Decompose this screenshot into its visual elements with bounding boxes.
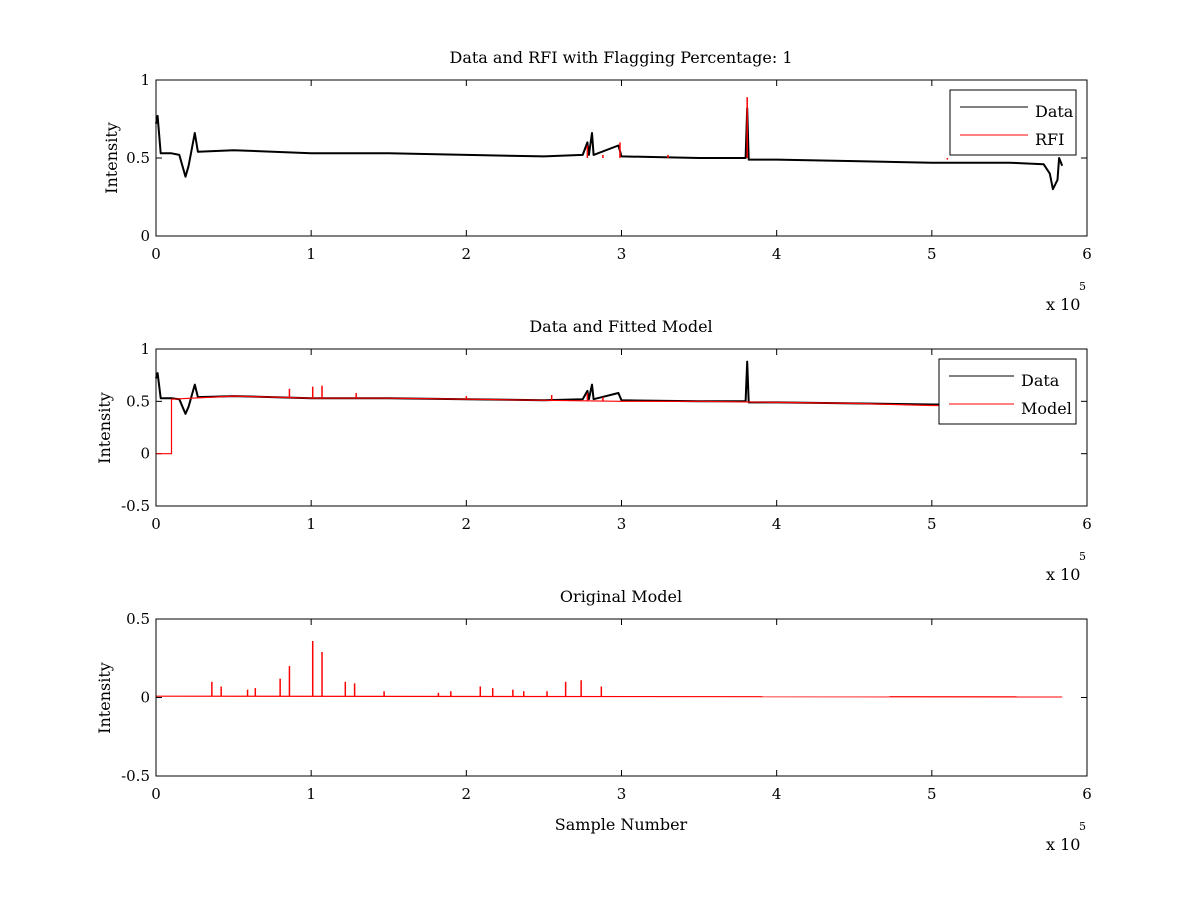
- legend: Data RFI: [949, 89, 1077, 156]
- axes-box: [155, 618, 1088, 777]
- series-layer: [155, 360, 948, 455]
- series-data-line: [155, 107, 1064, 191]
- series-layer: [155, 97, 1064, 191]
- axis-ticks: 0 1 2 3 4 5 6-0.500.5: [121, 610, 1092, 803]
- y-axis-label: Intensity: [95, 392, 114, 464]
- x-tick-label: 3: [617, 515, 627, 533]
- x-tick-label: 4: [772, 245, 782, 263]
- legend-label-data: Data: [1035, 102, 1074, 121]
- y-tick-label: 1: [140, 71, 150, 89]
- x-tick-label: 0: [151, 515, 161, 533]
- x-multiplier-exponent: 5: [1079, 550, 1086, 563]
- x-tick-label: 0: [151, 245, 161, 263]
- legend-label-model: Model: [1021, 399, 1072, 418]
- x-multiplier-exponent: 5: [1079, 280, 1086, 293]
- axes-box: [155, 348, 1088, 507]
- panel-original-model: Original Model Intensity Sample Number x…: [95, 587, 1092, 854]
- x-tick-label: 2: [462, 245, 472, 263]
- y-tick-label: 0.5: [126, 149, 150, 167]
- x-multiplier-exponent: 5: [1079, 820, 1086, 833]
- panel-title: Original Model: [560, 587, 682, 606]
- panel-title: Data and RFI with Flagging Percentage: 1: [449, 48, 792, 67]
- x-axis-label: Sample Number: [555, 815, 688, 834]
- legend: Data Model: [938, 358, 1077, 425]
- x-multiplier-base: x 10: [1046, 295, 1080, 314]
- y-tick-label: 0.5: [126, 610, 150, 628]
- y-tick-label: 1: [140, 340, 150, 358]
- x-tick-label: 5: [927, 245, 937, 263]
- y-tick-label: 0: [140, 227, 150, 245]
- y-tick-label: -0.5: [121, 497, 150, 515]
- legend-box: [949, 89, 1077, 156]
- series-data-line: [155, 360, 948, 415]
- x-tick-label: 1: [306, 515, 316, 533]
- x-tick-label: 6: [1082, 785, 1092, 803]
- x-tick-label: 2: [462, 785, 472, 803]
- x-tick-label: 1: [306, 785, 316, 803]
- y-tick-label: 0: [140, 689, 150, 707]
- y-tick-label: 0: [140, 445, 150, 463]
- series-model-line: [156, 395, 948, 455]
- x-tick-label: 6: [1082, 245, 1092, 263]
- x-multiplier-base: x 10: [1046, 835, 1080, 854]
- panel-title: Data and Fitted Model: [529, 317, 712, 336]
- axes-box: [155, 79, 1088, 237]
- y-tick-label: 0.5: [126, 392, 150, 410]
- legend-label-rfi: RFI: [1035, 130, 1064, 149]
- x-tick-label: 6: [1082, 515, 1092, 533]
- y-axis-label: Intensity: [95, 662, 114, 734]
- x-tick-label: 4: [772, 515, 782, 533]
- x-tick-label: 0: [151, 785, 161, 803]
- y-axis-label: Intensity: [102, 122, 121, 194]
- legend-box: [938, 358, 1077, 425]
- panel-data-model: Data and Fitted Model Intensity x 10 5 0…: [95, 317, 1092, 584]
- x-tick-label: 2: [462, 515, 472, 533]
- x-tick-label: 1: [306, 245, 316, 263]
- y-tick-label: -0.5: [121, 767, 150, 785]
- x-multiplier-base: x 10: [1046, 565, 1080, 584]
- x-tick-label: 4: [772, 785, 782, 803]
- legend-label-data: Data: [1021, 371, 1060, 390]
- series-layer: [155, 640, 1063, 698]
- x-tick-label: 5: [927, 785, 937, 803]
- x-tick-label: 5: [927, 515, 937, 533]
- series-model-baseline: [155, 695, 1063, 698]
- panel-data-rfi: Data and RFI with Flagging Percentage: 1…: [102, 48, 1092, 314]
- x-tick-label: 3: [617, 785, 627, 803]
- x-tick-label: 3: [617, 245, 627, 263]
